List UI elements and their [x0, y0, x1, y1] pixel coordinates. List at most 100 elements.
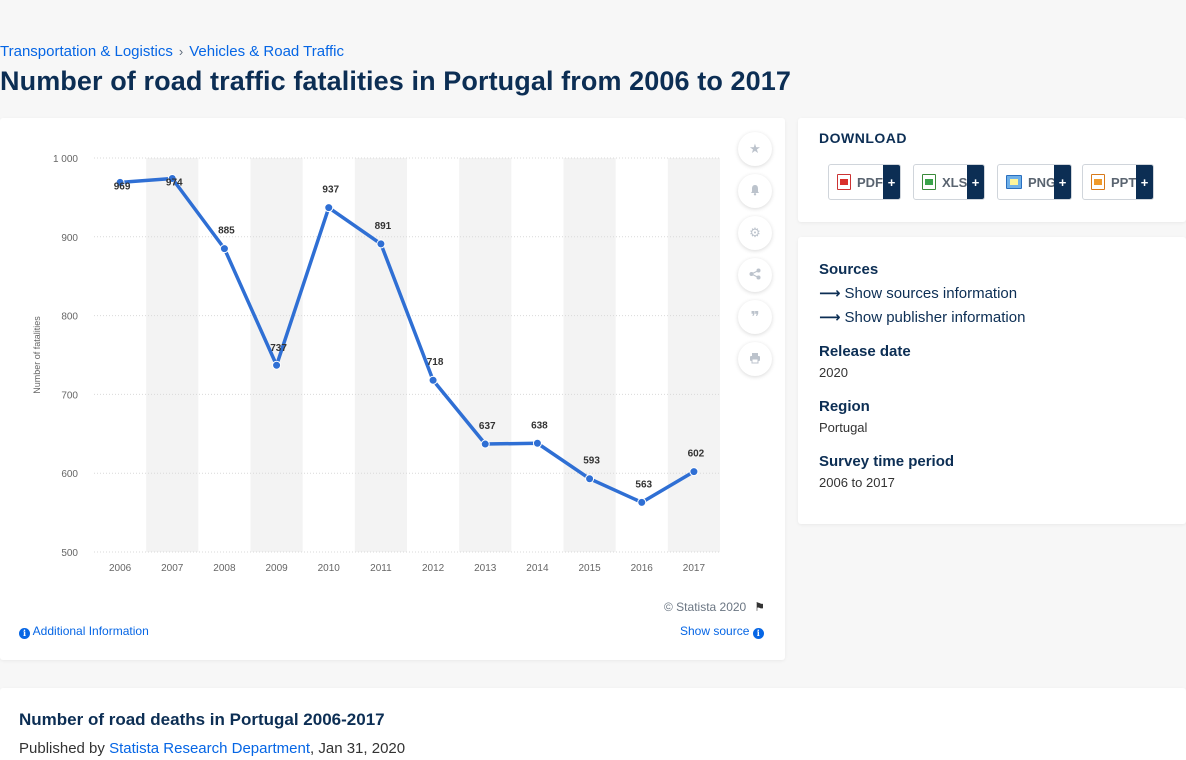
download-card: DOWNLOAD PDF + XLS + PNG + PPT + — [798, 118, 1186, 222]
share-icon — [749, 268, 761, 283]
show-publisher-label: Show publisher information — [844, 309, 1026, 326]
x-tick-label: 2012 — [422, 563, 445, 574]
ppt-file-icon — [1091, 174, 1105, 190]
line-chart: 500 600 700 800 900 1 000 2006 2007 2008 2009 2010… — [32, 154, 720, 574]
chart-band — [250, 158, 303, 552]
quote-icon: ❞ — [750, 309, 760, 326]
chart-band — [146, 158, 199, 552]
chart-band — [459, 158, 512, 552]
data-label: 737 — [270, 343, 287, 354]
additional-information-label: Additional Information — [32, 624, 149, 638]
info-icon: i — [19, 627, 30, 639]
settings-button[interactable]: ⚙ — [738, 216, 772, 250]
share-button[interactable] — [738, 258, 772, 292]
notification-button[interactable] — [738, 174, 772, 208]
data-label: 885 — [218, 226, 235, 237]
data-label: 563 — [635, 479, 652, 490]
release-date-value: 2020 — [819, 365, 848, 380]
breadcrumb-item-transportation[interactable]: Transportation & Logistics — [0, 43, 173, 60]
x-tick-label: 2006 — [109, 563, 132, 574]
download-png-label: PNG — [1028, 174, 1057, 190]
star-icon: ★ — [749, 141, 761, 156]
data-point — [532, 438, 542, 448]
x-tick-label: 2016 — [631, 563, 654, 574]
breadcrumb: Transportation & Logistics › Vehicles & Ro… — [0, 43, 344, 60]
data-label: 937 — [322, 185, 339, 196]
cite-button[interactable]: ❞ — [738, 300, 772, 334]
plus-icon: + — [1054, 165, 1071, 199]
breadcrumb-item-vehicles[interactable]: Vehicles & Road Traffic — [189, 43, 345, 60]
x-tick-label: 2007 — [161, 563, 184, 574]
arrow-right-icon: ⟶ — [819, 285, 841, 302]
print-icon — [749, 352, 761, 367]
data-point — [376, 239, 386, 249]
data-point — [480, 439, 490, 449]
data-label: 969 — [114, 181, 131, 192]
data-point — [428, 375, 438, 385]
show-source-link[interactable]: Show source i — [680, 624, 764, 639]
y-tick-label: 1 000 — [53, 154, 78, 165]
flag-icon[interactable]: ⚑ — [754, 600, 765, 614]
x-tick-label: 2009 — [265, 563, 288, 574]
statistic-info-card: Sources ⟶ Show sources information ⟶ Show … — [798, 237, 1186, 524]
sources-label: Sources — [819, 261, 879, 278]
data-label: 602 — [688, 449, 705, 460]
published-by: Published by Statista Research Departmen… — [19, 740, 405, 757]
published-date: , Jan 31, 2020 — [310, 740, 406, 757]
download-ppt-button[interactable]: PPT + — [1082, 164, 1154, 200]
data-point — [272, 360, 282, 370]
description-card: Number of road deaths in Portugal 2006-2… — [0, 688, 1186, 760]
additional-information-link[interactable]: i Additional Information — [19, 624, 149, 639]
data-point — [219, 244, 229, 254]
chart-band — [563, 158, 616, 552]
show-source-label: Show source — [680, 624, 750, 638]
x-tick-label: 2013 — [474, 563, 497, 574]
top-bar — [0, 0, 1186, 30]
y-tick-label: 600 — [61, 469, 78, 480]
pdf-file-icon — [837, 174, 851, 190]
chart-band — [667, 158, 720, 552]
x-tick-label: 2017 — [683, 563, 706, 574]
region-value: Portugal — [819, 420, 868, 435]
plus-icon: + — [1136, 165, 1153, 199]
x-tick-label: 2015 — [578, 563, 601, 574]
data-point — [324, 203, 334, 213]
favorite-button[interactable]: ★ — [738, 132, 772, 166]
show-sources-link[interactable]: ⟶ Show sources information — [819, 284, 1017, 302]
data-label: 891 — [375, 221, 392, 232]
y-tick-label: 500 — [61, 548, 78, 559]
published-prefix: Published by — [19, 740, 105, 757]
release-date-label: Release date — [819, 343, 911, 360]
download-png-button[interactable]: PNG + — [997, 164, 1072, 200]
x-tick-label: 2011 — [370, 563, 392, 574]
data-point — [115, 177, 125, 187]
data-point — [637, 497, 647, 507]
y-tick-label: 900 — [61, 233, 78, 244]
data-label: 638 — [531, 420, 548, 431]
chart-band — [354, 158, 407, 552]
plus-icon: + — [967, 165, 984, 199]
x-tick-label: 2014 — [526, 563, 549, 574]
show-publisher-link[interactable]: ⟶ Show publisher information — [819, 308, 1025, 326]
data-label: 718 — [427, 357, 444, 368]
png-file-icon — [1006, 175, 1022, 189]
copyright: © Statista 2020 ⚑ — [664, 600, 765, 614]
y-axis-label: Number of fatalities — [32, 316, 42, 394]
download-xls-label: XLS — [942, 174, 968, 190]
print-button[interactable] — [738, 342, 772, 376]
gear-icon: ⚙ — [749, 225, 761, 240]
info-icon: i — [752, 627, 764, 639]
y-tick-label: 700 — [61, 390, 78, 401]
download-xls-button[interactable]: XLS + — [913, 164, 985, 200]
xls-file-icon — [922, 174, 936, 190]
x-tick-label: 2008 — [213, 563, 236, 574]
data-label: 593 — [583, 456, 600, 467]
arrow-right-icon: ⟶ — [819, 309, 841, 326]
publisher-link[interactable]: Statista Research Department — [109, 740, 311, 757]
data-point — [689, 467, 699, 477]
download-pdf-label: PDF — [857, 174, 883, 190]
download-pdf-button[interactable]: PDF + — [828, 164, 901, 200]
x-tick-label: 2010 — [318, 563, 341, 574]
download-ppt-label: PPT — [1111, 174, 1137, 190]
region-label: Region — [819, 398, 870, 415]
